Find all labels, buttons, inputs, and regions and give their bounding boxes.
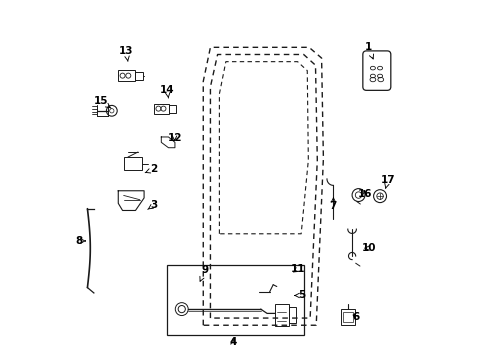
Text: 9: 9 xyxy=(200,265,208,281)
Bar xyxy=(118,70,135,81)
Text: 17: 17 xyxy=(380,175,394,188)
Text: 15: 15 xyxy=(94,96,111,108)
Bar xyxy=(274,305,288,326)
Bar xyxy=(154,104,169,114)
Text: 5: 5 xyxy=(294,291,305,301)
Bar xyxy=(341,309,354,325)
Text: 2: 2 xyxy=(145,164,158,174)
Text: 11: 11 xyxy=(290,264,305,274)
FancyBboxPatch shape xyxy=(362,51,390,90)
Bar xyxy=(288,307,296,323)
Bar xyxy=(167,265,303,335)
Text: 13: 13 xyxy=(119,46,133,62)
Text: 6: 6 xyxy=(351,312,359,322)
Text: 7: 7 xyxy=(329,198,336,211)
Bar xyxy=(135,72,142,80)
Text: 12: 12 xyxy=(167,133,182,143)
Text: 4: 4 xyxy=(229,337,236,347)
Bar xyxy=(124,157,142,170)
Bar xyxy=(169,105,175,113)
Text: 16: 16 xyxy=(357,189,371,199)
Polygon shape xyxy=(161,137,175,148)
Text: 1: 1 xyxy=(364,42,373,59)
Text: 3: 3 xyxy=(147,200,158,210)
Bar xyxy=(343,312,352,322)
Text: 8: 8 xyxy=(75,236,85,246)
Polygon shape xyxy=(118,191,144,211)
Text: 14: 14 xyxy=(160,85,174,98)
Text: 10: 10 xyxy=(361,243,376,253)
